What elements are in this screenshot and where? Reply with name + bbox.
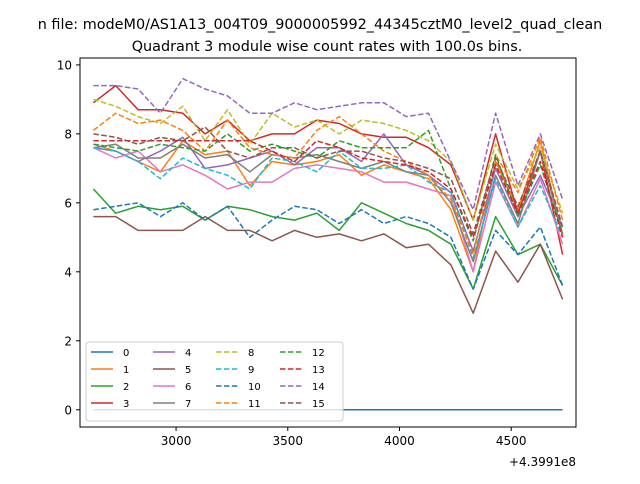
series-line-14 — [93, 77, 564, 211]
legend-label: 3 — [123, 399, 129, 410]
legend-item-13: 13 — [280, 365, 325, 376]
x-tick-label: 4000 — [384, 434, 415, 448]
series-line-2 — [92, 188, 564, 290]
y-tick-label: 6 — [64, 196, 72, 210]
legend-item-8: 8 — [216, 348, 254, 359]
legend-item-0: 0 — [91, 348, 129, 359]
chart-title: Quadrant 3 module wise count rates with … — [132, 39, 523, 55]
legend-label: 11 — [248, 399, 261, 410]
legend-item-7: 7 — [153, 399, 191, 410]
legend-item-9: 9 — [216, 365, 254, 376]
series-line-12 — [93, 129, 564, 242]
legend-label: 5 — [185, 365, 191, 376]
legend-item-3: 3 — [91, 399, 129, 410]
series-line-5 — [93, 215, 564, 314]
y-tick-label: 2 — [64, 334, 72, 348]
figure-suptitle: n file: modeM0/AS1A13_004T09_9000005992_… — [38, 17, 603, 33]
legend-item-11: 11 — [216, 399, 261, 410]
legend-item-12: 12 — [280, 348, 325, 359]
legend-label: 12 — [312, 348, 325, 359]
legend-item-15: 15 — [280, 399, 325, 410]
series-line-3 — [92, 84, 564, 255]
legend-item-5: 5 — [153, 365, 191, 376]
legend-item-4: 4 — [153, 348, 191, 359]
legend-label: 14 — [312, 382, 325, 393]
legend-item-6: 6 — [153, 382, 191, 393]
series-line-10 — [93, 202, 564, 290]
legend-label: 9 — [248, 365, 254, 376]
y-tick-label: 8 — [64, 127, 72, 141]
y-tick-label: 0 — [64, 403, 72, 417]
x-offset-label: +4.3991e8 — [509, 455, 576, 469]
legend-label: 15 — [312, 399, 325, 410]
y-tick-label: 10 — [57, 58, 72, 72]
legend-label: 1 — [123, 365, 129, 376]
legend-label: 6 — [185, 382, 191, 393]
x-tick-label: 3500 — [273, 434, 304, 448]
series-line-8 — [93, 98, 564, 221]
series-line-9 — [93, 146, 564, 259]
legend-item-14: 14 — [280, 382, 325, 393]
legend-label: 10 — [248, 382, 261, 393]
series-line-15 — [93, 126, 564, 235]
legend-box — [85, 341, 344, 422]
series-lines — [92, 77, 564, 411]
legend-label: 0 — [123, 348, 129, 359]
series-line-11 — [92, 112, 564, 256]
x-tick-label: 4500 — [496, 434, 527, 448]
y-tick-label: 4 — [64, 265, 72, 279]
legend-item-1: 1 — [91, 365, 129, 376]
legend-label: 2 — [123, 382, 129, 393]
x-tick-label: 3000 — [161, 434, 192, 448]
legend-label: 8 — [248, 348, 254, 359]
plot-frame — [79, 57, 577, 428]
series-line-4 — [93, 133, 564, 252]
legend-item-2: 2 — [91, 382, 129, 393]
legend-label: 13 — [312, 365, 325, 376]
legend-item-10: 10 — [216, 382, 261, 393]
legend-label: 4 — [185, 348, 191, 359]
legend-label: 7 — [185, 399, 191, 410]
series-line-13 — [93, 140, 564, 239]
